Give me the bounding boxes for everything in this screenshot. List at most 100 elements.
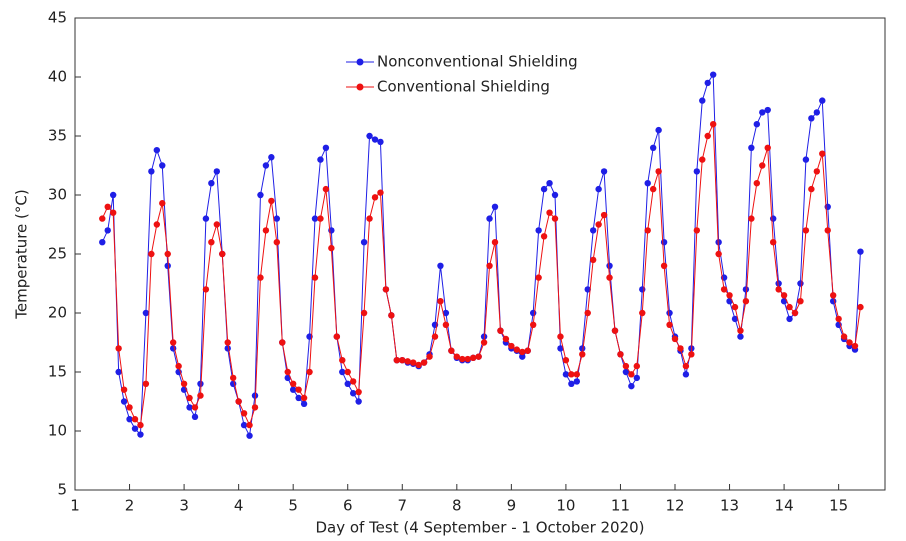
data-point	[813, 109, 821, 116]
data-point	[606, 274, 613, 281]
data-point	[153, 221, 161, 228]
x-axis-label: Day of Test (4 September - 1 October 202…	[315, 519, 644, 537]
data-point	[360, 239, 368, 246]
data-point	[99, 239, 106, 246]
data-point	[611, 327, 619, 334]
data-point	[551, 191, 559, 199]
data-point	[584, 286, 591, 293]
data-point	[159, 200, 166, 207]
data-point	[431, 333, 439, 340]
x-tick-label: 2	[125, 497, 135, 515]
data-point	[851, 342, 859, 350]
data-point	[497, 327, 504, 334]
data-point	[704, 79, 711, 87]
data-point	[229, 374, 237, 382]
data-point	[355, 388, 362, 396]
data-point	[628, 371, 635, 378]
data-point	[857, 248, 864, 255]
data-point	[666, 321, 673, 328]
data-point	[388, 312, 395, 319]
data-point	[835, 315, 842, 323]
data-point	[759, 162, 766, 169]
data-point	[393, 357, 401, 364]
data-point	[109, 209, 117, 216]
legend-label: Nonconventional Shielding	[377, 53, 578, 71]
data-point	[568, 380, 575, 387]
y-tick-label: 30	[48, 186, 67, 204]
x-tick-label: 5	[288, 497, 298, 515]
y-axis-label: Temperature (°C)	[13, 189, 31, 319]
data-point	[475, 353, 482, 360]
data-point	[622, 368, 630, 376]
data-point	[257, 191, 264, 199]
data-point	[682, 371, 690, 378]
data-point	[709, 121, 717, 128]
data-point	[628, 382, 635, 390]
data-point	[322, 185, 330, 193]
data-point	[224, 345, 231, 352]
data-point	[120, 398, 128, 405]
data-point	[317, 156, 324, 163]
data-point	[191, 413, 199, 421]
data-point	[131, 425, 139, 432]
data-point	[568, 371, 575, 378]
data-point	[104, 227, 111, 234]
data-point	[257, 274, 264, 281]
data-point	[857, 303, 864, 311]
data-point	[377, 138, 384, 146]
y-tick-label: 5	[57, 481, 67, 499]
data-point	[213, 168, 221, 175]
data-point	[480, 339, 488, 346]
data-point	[442, 321, 450, 328]
data-point	[704, 132, 711, 140]
data-point	[219, 250, 226, 258]
data-point	[617, 351, 624, 358]
data-point	[186, 394, 193, 402]
data-point	[126, 404, 133, 411]
legend: Nonconventional Shielding Conventional Sh…	[346, 53, 578, 96]
x-tick-label: 1	[70, 497, 80, 515]
data-point	[142, 380, 150, 387]
series-line	[101, 73, 861, 438]
data-point	[840, 333, 848, 340]
data-point	[753, 121, 761, 128]
data-point	[546, 209, 553, 216]
data-point	[115, 368, 122, 376]
data-point	[519, 353, 526, 360]
data-point	[579, 351, 586, 358]
data-point	[240, 421, 248, 429]
data-point	[191, 404, 199, 411]
data-point	[344, 380, 351, 387]
data-point	[699, 156, 706, 163]
data-point	[737, 327, 744, 334]
data-point	[159, 162, 166, 169]
data-point	[306, 368, 313, 376]
data-point	[759, 109, 766, 116]
data-point	[508, 342, 515, 350]
data-point	[459, 355, 466, 363]
data-point	[317, 215, 324, 222]
data-point	[339, 368, 346, 376]
data-point	[808, 115, 815, 122]
data-point	[328, 244, 335, 252]
data-point	[682, 362, 690, 370]
data-point	[169, 339, 177, 346]
data-point	[284, 368, 291, 376]
data-point	[415, 361, 422, 369]
data-point	[802, 227, 810, 234]
data-point	[579, 345, 586, 352]
data-point	[197, 380, 204, 387]
data-point	[791, 309, 799, 317]
x-tick-label: 11	[611, 497, 630, 515]
data-point	[464, 355, 471, 363]
data-point	[775, 286, 782, 293]
data-point	[491, 203, 499, 210]
data-point	[764, 106, 771, 114]
y-tick-label: 25	[48, 245, 67, 263]
y-tick-label: 15	[48, 363, 67, 381]
data-point	[355, 398, 362, 405]
data-point	[109, 191, 117, 199]
data-point	[437, 262, 444, 269]
data-point	[797, 298, 804, 305]
